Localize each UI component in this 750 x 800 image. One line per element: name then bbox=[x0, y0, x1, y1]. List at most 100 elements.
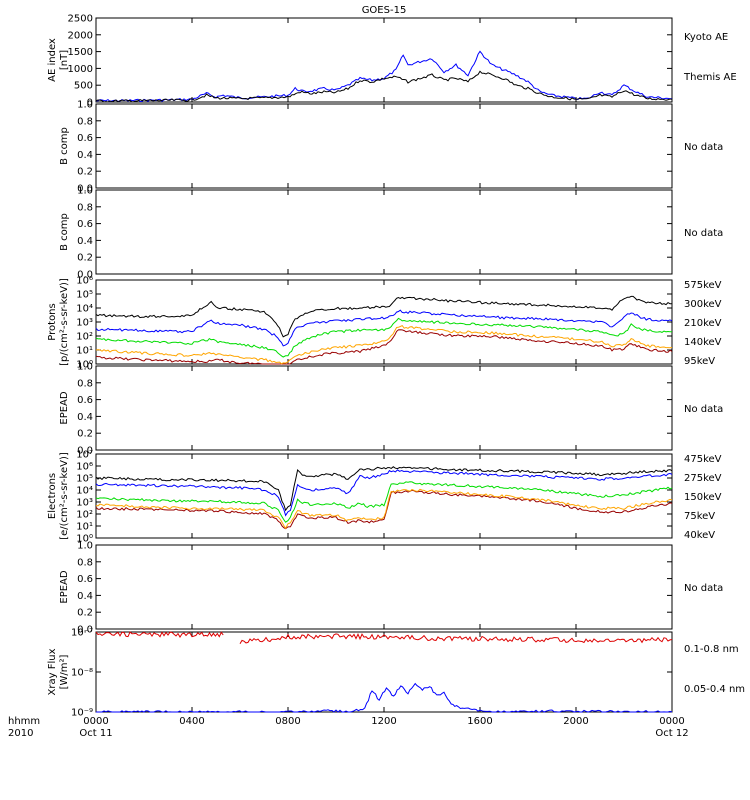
panel-8: 10⁻⁹ 10⁻⁸ 10⁻⁷ Xray Flux [W/m²] 0.1-0.8 nm 0.0… bbox=[47, 628, 745, 719]
series-line-kyoto-ae bbox=[95, 50, 673, 103]
series-line-210kev bbox=[95, 317, 672, 358]
panel-4: 10⁰ 10¹ 10² 10³ 10⁴ 10⁵ 10⁶ Protons [p/(cm²-s-sr… bbox=[47, 276, 722, 371]
y-tick-label: 500 bbox=[74, 81, 93, 92]
series-line-150kev bbox=[95, 481, 673, 523]
series-line-475kev bbox=[95, 489, 673, 530]
y-tick-label: 0.6 bbox=[77, 395, 93, 406]
panel-7: 0.0 0.2 0.4 0.6 0.8 1.0 EPEAD No data bbox=[59, 541, 723, 636]
y-axis-label: Xray Flux bbox=[47, 648, 58, 695]
series-line-40kev bbox=[95, 466, 673, 512]
panel-2: 0.0 0.2 0.4 0.6 0.8 1.0 B comp No data bbox=[59, 100, 723, 195]
y-axis-units: [p/(cm²-s-sr-keV)] bbox=[59, 278, 70, 366]
x-tick-label: 1600 bbox=[467, 716, 492, 727]
y-tick-label: 0.2 bbox=[77, 608, 93, 619]
x-tick-label: 0800 bbox=[275, 716, 300, 727]
y-tick-label: 0.4 bbox=[77, 236, 93, 247]
x-date-start: Oct 11 bbox=[79, 728, 112, 739]
y-tick-label: 1.0 bbox=[77, 362, 93, 373]
legend-entry: 95keV bbox=[684, 356, 715, 367]
legend-entry: 75keV bbox=[684, 511, 715, 522]
y-tick-label: 0.6 bbox=[77, 219, 93, 230]
y-tick-label: 10⁰ bbox=[76, 360, 93, 371]
panel-frame bbox=[95, 103, 673, 189]
y-axis-label: B comp bbox=[59, 213, 70, 251]
x-tick-label: 1200 bbox=[371, 716, 396, 727]
y-tick-label: 10⁻⁹ bbox=[71, 708, 93, 719]
no-data-label: No data bbox=[684, 583, 723, 594]
legend-entry: Themis AE bbox=[683, 72, 737, 83]
no-data-label: No data bbox=[684, 404, 723, 415]
series-line-275kev bbox=[95, 488, 673, 530]
y-axis-label: AE index bbox=[47, 38, 58, 82]
panel-3: 0.0 0.2 0.4 0.6 0.8 1.0 B comp No data bbox=[59, 186, 723, 281]
y-axis-label: B comp bbox=[59, 127, 70, 165]
y-tick-label: 1500 bbox=[68, 47, 93, 58]
y-tick-label: 0.0 bbox=[77, 446, 93, 457]
y-axis-label: Electrons bbox=[47, 473, 58, 519]
legend-entry: Kyoto AE bbox=[684, 32, 728, 43]
y-tick-label: 0.4 bbox=[77, 150, 93, 161]
y-tick-label: 0 bbox=[87, 98, 93, 109]
legend-entry: 275keV bbox=[684, 473, 722, 484]
panel-frame bbox=[95, 17, 673, 103]
panel-1: 0 500 1000 1500 2000 2500 AE index [nT] Kyoto AE… bbox=[47, 14, 737, 109]
panel-frame bbox=[95, 189, 673, 275]
y-tick-label: 0.4 bbox=[77, 591, 93, 602]
y-tick-label: 1.0 bbox=[77, 100, 93, 111]
y-axis-units: [W/m²] bbox=[59, 654, 70, 689]
y-tick-label: 0.0 bbox=[77, 184, 93, 195]
y-tick-label: 10⁰ bbox=[76, 534, 93, 545]
y-axis-units: [e/(cm²-s-sr-keV)] bbox=[59, 452, 70, 540]
no-data-label: No data bbox=[684, 228, 723, 239]
panel-frame bbox=[95, 453, 673, 539]
y-tick-label: 10² bbox=[76, 510, 93, 521]
legend-entry: 300keV bbox=[684, 299, 722, 310]
legend-entry: 210keV bbox=[684, 318, 722, 329]
panel-frame bbox=[95, 365, 673, 451]
y-tick-label: 10⁻⁷ bbox=[71, 628, 93, 639]
y-tick-label: 10⁶ bbox=[76, 276, 93, 287]
legend-entry: 475keV bbox=[684, 454, 722, 465]
series-line-75kev bbox=[95, 469, 673, 517]
y-tick-label: 0.2 bbox=[77, 253, 93, 264]
y-tick-label: 0.6 bbox=[77, 574, 93, 585]
x-tick-label: 2000 bbox=[563, 716, 588, 727]
x-tick-label: 0000 bbox=[659, 716, 684, 727]
y-tick-label: 10² bbox=[76, 332, 93, 343]
series-line-300kev bbox=[95, 324, 673, 365]
y-tick-label: 10⁶ bbox=[76, 462, 93, 473]
y-axis-units: [nT] bbox=[59, 50, 70, 70]
legend-entry: 140keV bbox=[684, 337, 722, 348]
legend-entry: 150keV bbox=[684, 492, 722, 503]
y-tick-label: 0.8 bbox=[77, 116, 93, 127]
y-tick-label: 10⁴ bbox=[76, 304, 93, 315]
chart-title: GOES-15 bbox=[362, 5, 407, 16]
y-axis-label: EPEAD bbox=[59, 391, 70, 425]
y-tick-label: 0.0 bbox=[77, 625, 93, 636]
x-axis-year-label: 2010 bbox=[8, 728, 33, 739]
legend-entry: 40keV bbox=[684, 530, 715, 541]
panel-frame bbox=[95, 631, 673, 713]
panel-frame bbox=[95, 279, 673, 365]
y-tick-label: 0.0 bbox=[77, 270, 93, 281]
y-tick-label: 0.8 bbox=[77, 378, 93, 389]
no-data-label: No data bbox=[684, 142, 723, 153]
y-tick-label: 2500 bbox=[68, 14, 93, 25]
y-axis-label: EPEAD bbox=[59, 570, 70, 604]
series-line-575kev bbox=[95, 329, 673, 365]
y-tick-label: 10⁵ bbox=[76, 474, 93, 485]
y-tick-label: 10⁷ bbox=[76, 450, 93, 461]
series-line-140kev bbox=[95, 309, 673, 347]
legend-entry: 0.1-0.8 nm bbox=[684, 644, 739, 655]
y-tick-label: 0.2 bbox=[77, 429, 93, 440]
y-tick-label: 0.4 bbox=[77, 412, 93, 423]
y-tick-label: 10⁻⁸ bbox=[71, 668, 93, 679]
y-tick-label: 2000 bbox=[68, 30, 93, 41]
legend-entry: 0.05-0.4 nm bbox=[684, 684, 745, 695]
y-tick-label: 1000 bbox=[68, 64, 93, 75]
y-tick-label: 1.0 bbox=[77, 186, 93, 197]
series-line-0-1-0-8-nm bbox=[95, 631, 673, 644]
panel-frame bbox=[95, 544, 673, 630]
y-tick-label: 10⁴ bbox=[76, 486, 93, 497]
